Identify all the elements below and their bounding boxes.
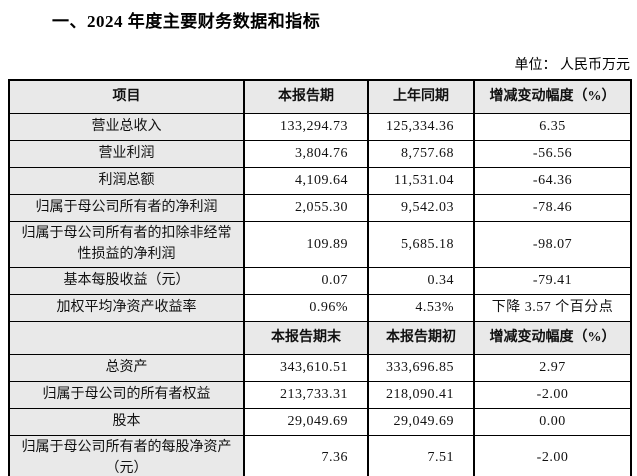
table-header-balance: 本报告期末 本报告期初 增减变动幅度（%） [8,320,632,355]
row-label: 归属于母公司所有者的每股净资产（元） [8,434,245,476]
unit-label: 单位： 人民币万元 [514,58,631,73]
row-end-value: 7.36 [243,434,369,476]
table-row-basic-eps: 基本每股收益（元） 0.07 0.34 -79.41 [8,266,632,295]
header-period-begin: 本报告期初 [367,320,475,355]
row-current-value: 4,109.64 [243,166,369,195]
page-title: 一、2024 年度主要财务数据和指标 [52,12,321,31]
row-change-value: -56.56 [473,139,632,168]
row-end-value: 213,733.31 [243,380,369,409]
row-prior-value: 0.34 [367,266,475,295]
row-change-value: 2.97 [473,353,632,382]
row-prior-value: 11,531.04 [367,166,475,195]
row-begin-value: 218,090.41 [367,380,475,409]
table-row-share-capital: 股本 29,049.69 29,049.69 0.00 [8,407,632,436]
row-prior-value: 9,542.03 [367,193,475,222]
row-prior-value: 125,334.36 [367,112,475,141]
row-label: 基本每股收益（元） [8,266,245,295]
table-row-operating-profit: 营业利润 3,804.76 8,757.68 -56.56 [8,139,632,168]
row-label: 总资产 [8,353,245,382]
row-label: 利润总额 [8,166,245,195]
header-item: 项目 [8,79,245,114]
row-label: 归属于母公司所有者的扣除非经常性损益的净利润 [8,220,245,268]
table-header-period: 项目 本报告期 上年同期 增减变动幅度（%） [8,79,632,114]
row-current-value: 133,294.73 [243,112,369,141]
header-prior-period: 上年同期 [367,79,475,114]
financial-table: 项目 本报告期 上年同期 增减变动幅度（%） 营业总收入 133,294.73 … [8,79,632,476]
row-current-value: 109.89 [243,220,369,268]
row-change-value: -98.07 [473,220,632,268]
row-change-value: -79.41 [473,266,632,295]
row-change-value: -2.00 [473,434,632,476]
row-change-value: -64.36 [473,166,632,195]
row-prior-value: 5,685.18 [367,220,475,268]
table-row-net-assets-per-share: 归属于母公司所有者的每股净资产（元） 7.36 7.51 -2.00 [8,434,632,476]
row-current-value: 2,055.30 [243,193,369,222]
row-current-value: 0.07 [243,266,369,295]
row-end-value: 343,610.51 [243,353,369,382]
table-row-equity-parent: 归属于母公司的所有者权益 213,733.31 218,090.41 -2.00 [8,380,632,409]
row-end-value: 29,049.69 [243,407,369,436]
table-row-total-revenue: 营业总收入 133,294.73 125,334.36 6.35 [8,112,632,141]
table-row-total-assets: 总资产 343,610.51 333,696.85 2.97 [8,353,632,382]
header-current-period: 本报告期 [243,79,369,114]
row-label: 加权平均净资产收益率 [8,293,245,322]
row-begin-value: 29,049.69 [367,407,475,436]
row-change-value: 0.00 [473,407,632,436]
table-row-total-profit: 利润总额 4,109.64 11,531.04 -64.36 [8,166,632,195]
row-change-value: -2.00 [473,380,632,409]
row-begin-value: 333,696.85 [367,353,475,382]
row-label: 股本 [8,407,245,436]
row-prior-value: 8,757.68 [367,139,475,168]
table-row-net-profit-excl-nonrecurring: 归属于母公司所有者的扣除非经常性损益的净利润 109.89 5,685.18 -… [8,220,632,268]
header-item-empty [8,320,245,355]
row-current-value: 0.96% [243,293,369,322]
row-label: 营业总收入 [8,112,245,141]
row-change-value: 6.35 [473,112,632,141]
row-label: 归属于母公司所有者的净利润 [8,193,245,222]
row-change-value: 下降 3.57 个百分点 [473,293,632,322]
table-row-net-profit-parent: 归属于母公司所有者的净利润 2,055.30 9,542.03 -78.46 [8,193,632,222]
row-prior-value: 4.53% [367,293,475,322]
row-label: 营业利润 [8,139,245,168]
header-change-pct: 增减变动幅度（%） [473,320,632,355]
row-label: 归属于母公司的所有者权益 [8,380,245,409]
row-begin-value: 7.51 [367,434,475,476]
table-row-weighted-avg-roe: 加权平均净资产收益率 0.96% 4.53% 下降 3.57 个百分点 [8,293,632,322]
row-current-value: 3,804.76 [243,139,369,168]
header-change-pct: 增减变动幅度（%） [473,79,632,114]
header-period-end: 本报告期末 [243,320,369,355]
row-change-value: -78.46 [473,193,632,222]
